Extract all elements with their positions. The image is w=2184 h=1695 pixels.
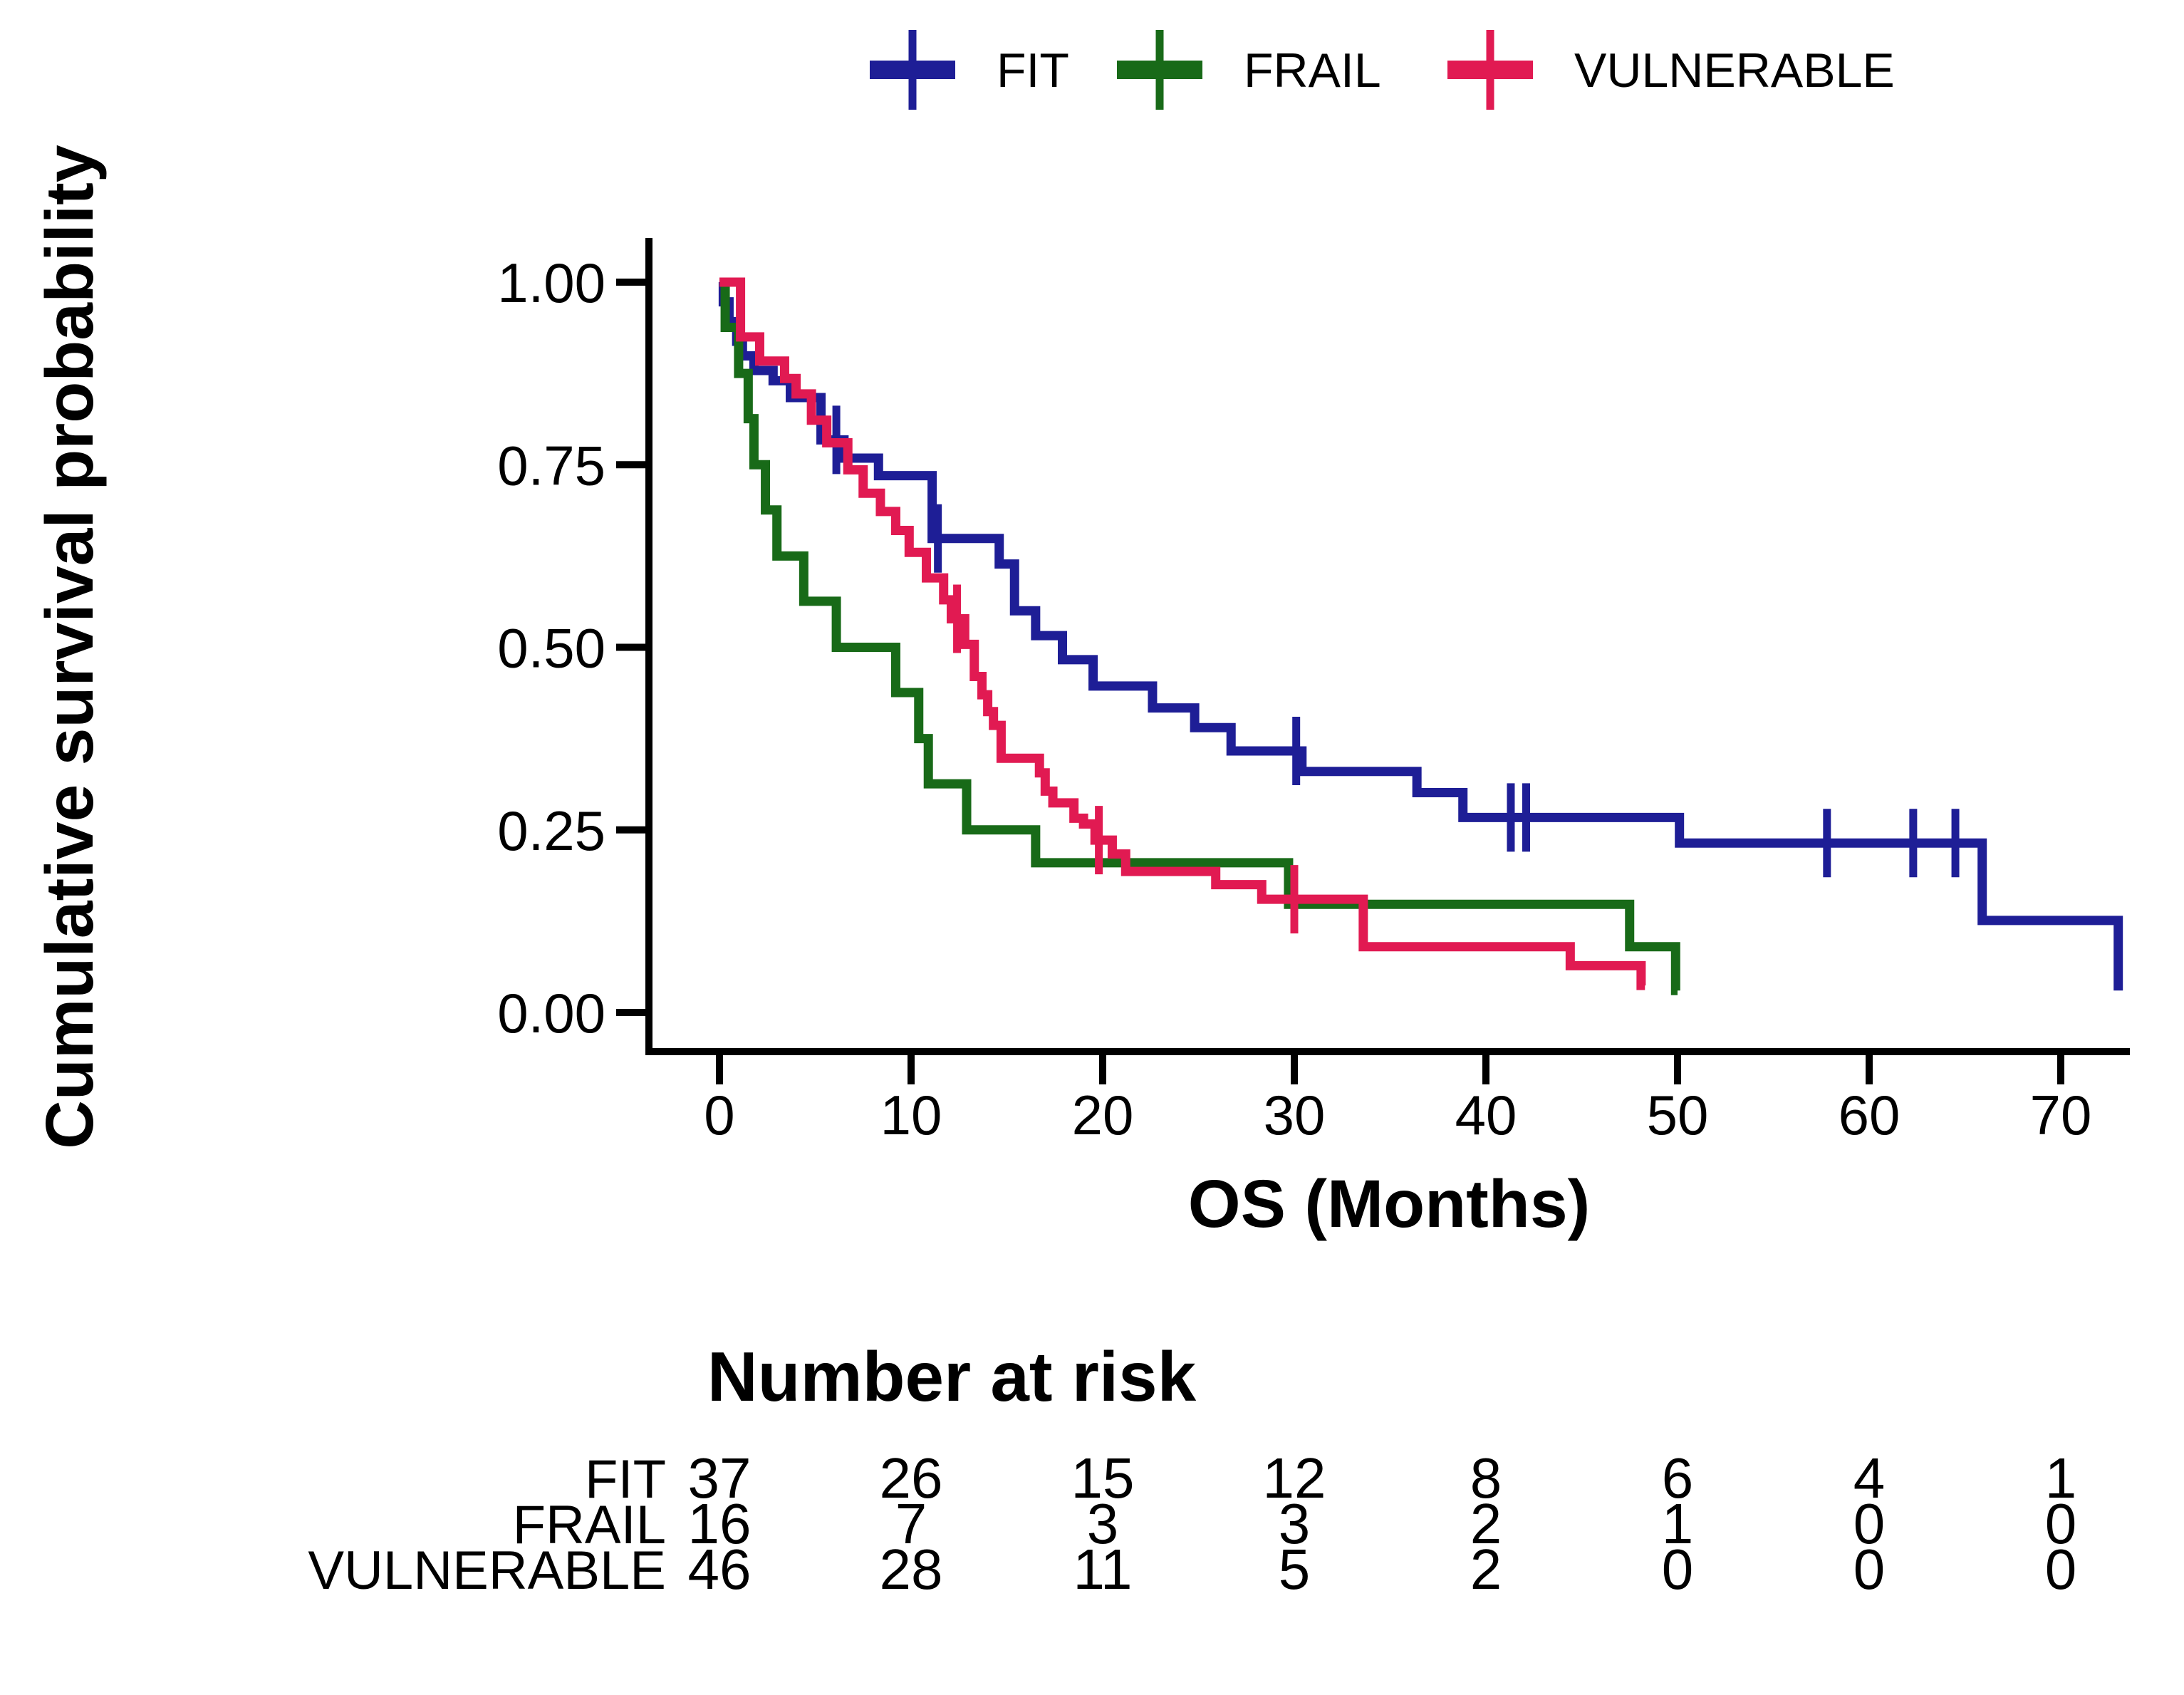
risk-count: 12 xyxy=(1263,1446,1326,1510)
risk-count: 16 xyxy=(688,1492,752,1555)
legend-label: VULNERABLE xyxy=(1574,43,1895,98)
y-tick-label: 0.00 xyxy=(497,982,605,1045)
y-axis-title: Cumulative survival probability xyxy=(32,145,108,1149)
km-curve-fit xyxy=(718,277,2123,991)
axis-titles: Cumulative survival probability OS (Mont… xyxy=(32,145,1590,1416)
risk-count: 1 xyxy=(2045,1446,2077,1510)
risk-row-frail: FRAIL 16 7 3 3 2 1 0 0 xyxy=(513,1492,2077,1555)
legend-label: FIT xyxy=(997,43,1069,98)
risk-count: 0 xyxy=(1853,1538,1886,1601)
risk-row-label: VULNERABLE xyxy=(308,1540,666,1601)
risk-count: 3 xyxy=(1279,1492,1311,1555)
km-curve-vulnerable xyxy=(719,277,1646,990)
legend-line-glyph xyxy=(870,61,955,79)
x-tick-label: 60 xyxy=(1839,1084,1900,1146)
risk-count: 46 xyxy=(688,1538,752,1601)
y-tick-label: 0.75 xyxy=(497,434,605,497)
risk-count: 0 xyxy=(1662,1538,1694,1601)
risk-count: 0 xyxy=(2045,1538,2077,1601)
risk-row-label: FIT xyxy=(585,1449,666,1510)
risk-count: 3 xyxy=(1087,1492,1119,1555)
x-tick-label: 50 xyxy=(1647,1084,1709,1146)
risk-count: 11 xyxy=(1073,1538,1132,1601)
risk-count: 1 xyxy=(1662,1492,1694,1555)
risk-row-label: FRAIL xyxy=(513,1495,666,1555)
x-tick-label: 40 xyxy=(1455,1084,1517,1146)
risk-count: 28 xyxy=(880,1538,943,1601)
y-tick-label: 1.00 xyxy=(497,252,605,314)
risk-row-fit: FIT 37 26 15 12 8 6 4 1 xyxy=(585,1446,2076,1510)
risk-table-title: Number at risk xyxy=(707,1337,1197,1416)
risk-count: 0 xyxy=(2045,1492,2077,1555)
y-tick-label: 0.25 xyxy=(497,799,605,862)
risk-count: 15 xyxy=(1071,1446,1135,1510)
risk-count: 7 xyxy=(895,1492,927,1555)
risk-count: 26 xyxy=(880,1446,943,1510)
legend-item-frail: FRAIL xyxy=(1117,30,1381,110)
risk-count: 8 xyxy=(1470,1446,1502,1510)
legend-item-vulnerable: VULNERABLE xyxy=(1447,30,1895,110)
legend: FIT FRAIL VULNERABLE xyxy=(870,30,1895,110)
y-tick-label: 0.50 xyxy=(497,617,605,680)
survival-curves xyxy=(718,277,2123,995)
risk-row-vulnerable: VULNERABLE 46 28 11 5 2 0 0 0 xyxy=(308,1538,2076,1601)
x-tick-label: 30 xyxy=(1264,1084,1326,1146)
x-tick-label: 20 xyxy=(1072,1084,1134,1146)
x-tick-label: 0 xyxy=(704,1084,734,1146)
risk-count: 2 xyxy=(1470,1538,1502,1601)
risk-count: 5 xyxy=(1279,1538,1311,1601)
risk-count: 2 xyxy=(1470,1492,1502,1555)
axes: 1.00 0.75 0.50 0.25 0.00 0 10 20 30 40 50 60 70 xyxy=(497,238,2130,1146)
x-tick-label: 70 xyxy=(2030,1084,2092,1146)
risk-count: 6 xyxy=(1662,1446,1694,1510)
legend-line-glyph xyxy=(1117,61,1202,79)
x-tick-label: 10 xyxy=(880,1084,942,1146)
x-axis-title: OS (Months) xyxy=(1188,1166,1591,1242)
risk-count: 4 xyxy=(1853,1446,1886,1510)
risk-count: 37 xyxy=(688,1446,752,1510)
legend-label: FRAIL xyxy=(1244,43,1381,98)
risk-count: 0 xyxy=(1853,1492,1886,1555)
legend-item-fit: FIT xyxy=(870,30,1069,110)
legend-line-glyph xyxy=(1447,61,1533,79)
km-curve-frail xyxy=(719,277,1680,995)
